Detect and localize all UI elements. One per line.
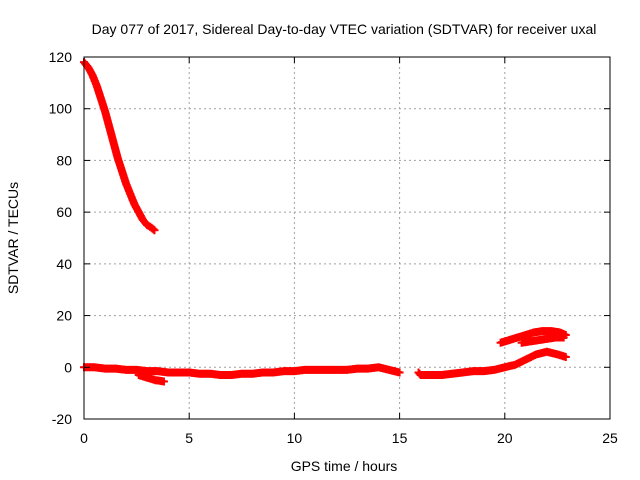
plot-frame xyxy=(83,56,611,420)
series-late-rise-lower xyxy=(517,333,568,347)
series-late-rise xyxy=(496,327,570,347)
y-tick-label: 120 xyxy=(49,49,73,65)
y-tick-label: 20 xyxy=(56,308,72,324)
series-low-trace-dip xyxy=(134,371,168,386)
axis-ticks xyxy=(83,56,611,420)
data-points xyxy=(80,58,570,386)
y-tick-labels: -20 0 20 40 60 80 100 120 xyxy=(49,49,73,427)
y-axis-label: SDTVAR / TECUs xyxy=(5,182,21,294)
data-point-marker xyxy=(150,226,159,235)
grid-lines xyxy=(84,57,610,419)
x-tick-label: 20 xyxy=(497,430,513,446)
x-tick-label: 0 xyxy=(80,430,88,446)
series-low-trace-a xyxy=(80,363,404,380)
series-low-trace-b xyxy=(414,347,570,380)
data-point-marker xyxy=(159,377,168,386)
x-tick-label: 25 xyxy=(602,430,618,446)
x-tick-label: 5 xyxy=(185,430,193,446)
y-tick-label: 0 xyxy=(64,359,72,375)
x-tick-labels: 0 5 10 15 20 25 xyxy=(80,430,618,446)
data-point-marker xyxy=(561,352,570,361)
y-tick-label: -20 xyxy=(52,411,72,427)
chart-title: Day 077 of 2017, Sidereal Day-to-day VTE… xyxy=(92,21,597,37)
data-point-marker xyxy=(559,333,568,342)
y-tick-label: 40 xyxy=(56,256,72,272)
x-tick-label: 10 xyxy=(287,430,303,446)
y-tick-label: 100 xyxy=(49,101,73,117)
series-early-drop xyxy=(80,58,159,235)
x-axis-label: GPS time / hours xyxy=(291,458,398,474)
y-tick-label: 80 xyxy=(56,152,72,168)
x-tick-label: 15 xyxy=(392,430,408,446)
data-point-marker xyxy=(395,368,404,377)
y-tick-label: 60 xyxy=(56,204,72,220)
